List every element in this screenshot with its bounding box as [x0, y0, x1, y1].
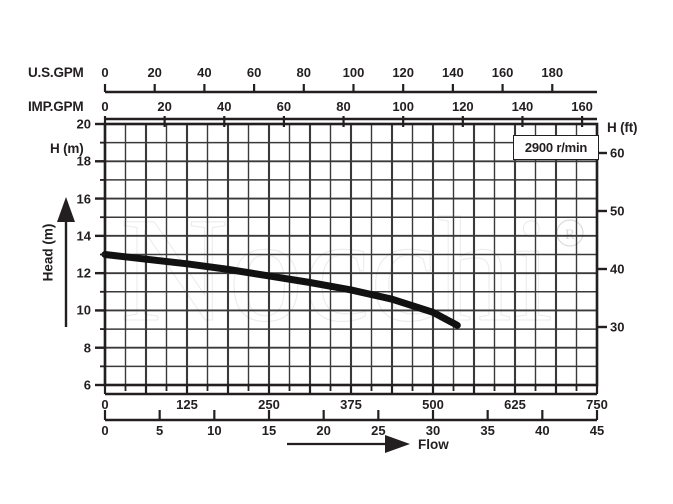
ticklabel-imp-gpm-60: 60 [276, 99, 292, 114]
ticklabel-imp-gpm-100: 100 [392, 99, 415, 114]
speed-annotation: 2900 r/min [513, 135, 599, 160]
ticklabel-h-ft-30: 30 [610, 319, 625, 335]
ticklabel-h-m-20: 20 [76, 116, 91, 132]
ticklabel-h-m-6: 6 [83, 377, 91, 393]
axis-title-us-gpm: U.S.GPM [28, 65, 84, 80]
ticklabel-imp-gpm-80: 80 [336, 99, 351, 114]
ticklabel-lmin-500: 500 [422, 397, 444, 412]
flow-arrow-icon [287, 435, 410, 453]
ticklabel-imp-gpm-120: 120 [451, 99, 474, 114]
ticklabel-imp-gpm-140: 140 [511, 99, 534, 114]
ticklabel-m3h-5: 5 [156, 423, 164, 438]
ticklabel-m3h-45: 45 [589, 423, 605, 438]
ticklabel-us-gpm-100: 100 [342, 65, 365, 80]
axis-line-m3h [103, 410, 599, 422]
ticklabel-m3h-10: 10 [207, 423, 222, 438]
ticklabel-us-gpm-180: 180 [541, 65, 564, 80]
ticklabel-lmin-125: 125 [176, 397, 198, 412]
ticklabel-h-m-14: 14 [76, 228, 91, 244]
ticklabel-lmin-250: 250 [258, 397, 280, 412]
watermark: NocchiR [119, 186, 584, 354]
ticklabel-us-gpm-60: 60 [246, 65, 262, 80]
ticklabel-h-m-12: 12 [76, 265, 91, 281]
ticklabel-m3h-35: 35 [480, 423, 495, 438]
ticklabel-us-gpm-160: 160 [491, 65, 514, 80]
head-arrow-icon [57, 197, 75, 327]
axis-title-imp-gpm: IMP.GPM [28, 99, 84, 114]
axis-title-head: Head (m) [40, 223, 56, 282]
ticklabel-us-gpm-0: 0 [101, 65, 109, 80]
ticklabel-lmin-750: 750 [586, 397, 608, 412]
ticklabel-m3h-40: 40 [535, 423, 550, 438]
ticklabel-h-m-10: 10 [76, 302, 91, 318]
ticklabel-us-gpm-20: 20 [147, 65, 162, 80]
axis-title-h-m: H (m) [50, 141, 84, 156]
ticklabel-imp-gpm-20: 20 [157, 99, 172, 114]
ticklabel-h-ft-50: 50 [610, 203, 625, 219]
axis-line-imp-gpm [103, 116, 597, 127]
ticklabel-imp-gpm-0: 0 [101, 99, 109, 114]
ticklabel-h-m-8: 8 [83, 340, 91, 356]
ticklabel-us-gpm-80: 80 [296, 65, 312, 80]
ticklabel-m3h-15: 15 [261, 423, 277, 438]
ticklabel-us-gpm-40: 40 [197, 65, 212, 80]
axis-title-h-ft: H (ft) [607, 120, 638, 135]
ticklabel-h-ft-40: 40 [610, 261, 625, 277]
ticklabel-m3h-30: 30 [425, 423, 441, 438]
ticklabel-lmin-375: 375 [340, 397, 362, 412]
axis-line-us-gpm [103, 84, 597, 94]
ticklabel-us-gpm-140: 140 [442, 65, 464, 80]
ticklabel-h-m-16: 16 [76, 191, 91, 207]
head-curve [101, 251, 461, 329]
ticklabel-imp-gpm-40: 40 [217, 99, 232, 114]
ticklabel-m3h-0: 0 [101, 423, 109, 438]
axis-title-flow: Flow [418, 437, 449, 452]
ticklabel-us-gpm-120: 120 [392, 65, 415, 80]
ticklabel-lmin-625: 625 [504, 397, 526, 412]
svg-text:Nocchi: Nocchi [120, 187, 553, 353]
ticklabel-h-ft-60: 60 [610, 145, 625, 161]
ticklabel-lmin-0: 0 [101, 397, 109, 412]
ticklabel-h-m-18: 18 [76, 153, 91, 169]
ticklabel-m3h-25: 25 [371, 423, 386, 438]
ticklabel-imp-gpm-160: 160 [571, 99, 593, 114]
ticklabel-m3h-20: 20 [316, 423, 331, 438]
